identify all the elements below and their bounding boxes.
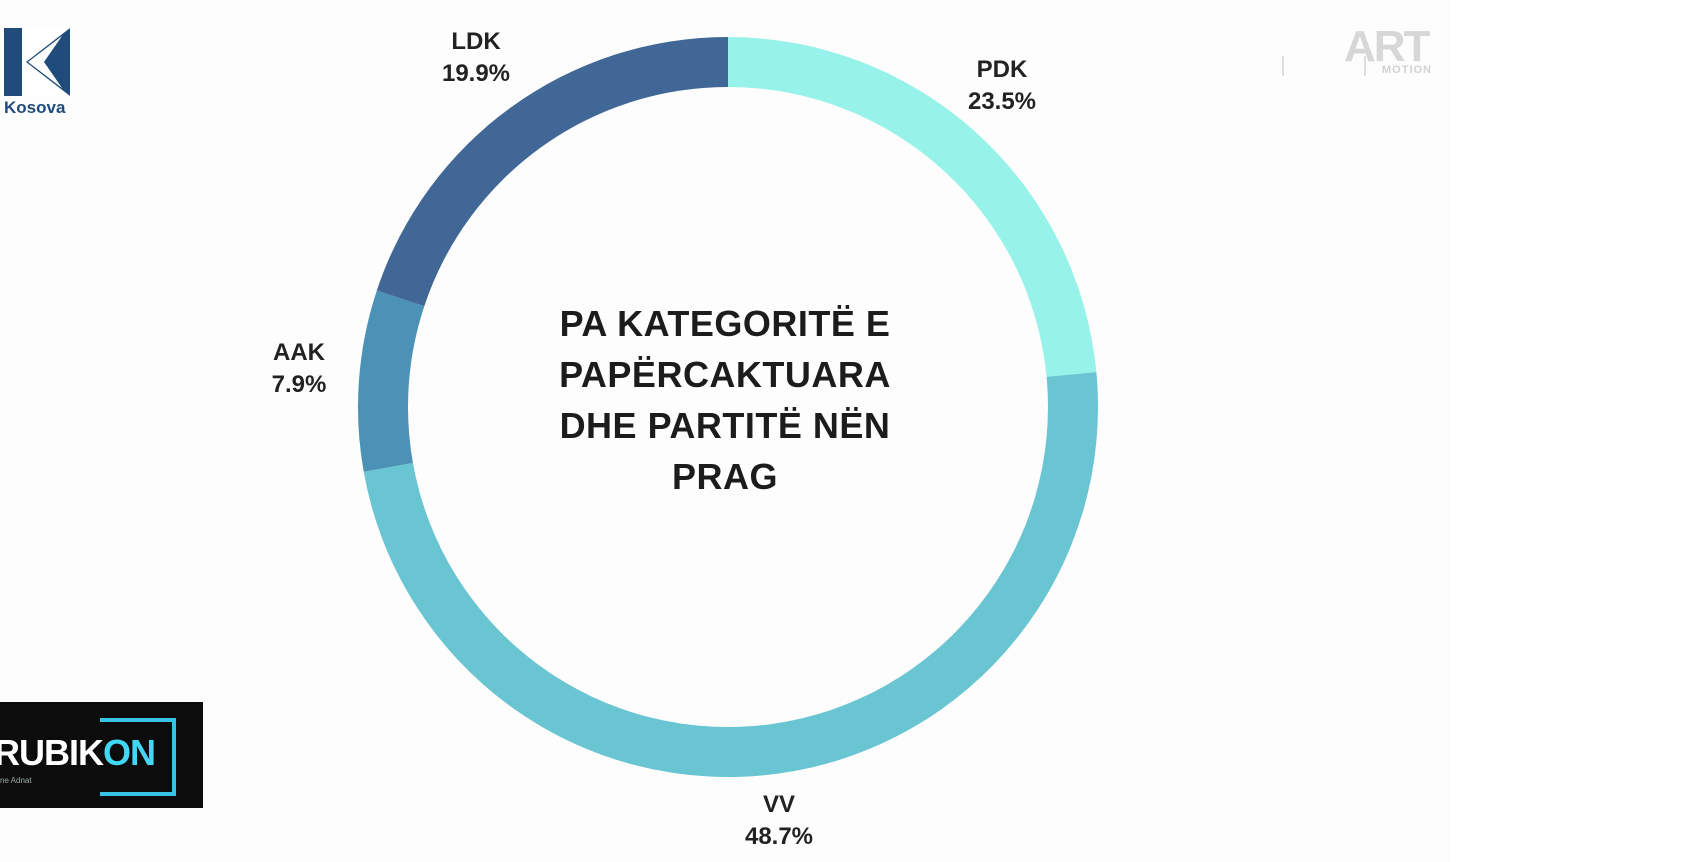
slice-label-vv: VV 48.7% [719, 790, 839, 854]
art-logo-bar [1282, 56, 1366, 76]
rubikon-wordmark: RUBIKON [0, 732, 156, 774]
slice-name: LDK [451, 28, 501, 55]
title-line: PRAG [671, 456, 778, 497]
donut-slice-pdk [728, 37, 1097, 377]
slice-name: VV [762, 791, 795, 818]
rubikon-subtext: ne Adnat [0, 776, 32, 785]
slice-percent: 23.5% [967, 88, 1037, 115]
title-line: DHE PARTITË NËN [559, 405, 891, 446]
art-logo-text: ART [1344, 22, 1430, 71]
kosova-k-icon [4, 28, 70, 96]
donut-slice-vv [363, 372, 1099, 778]
slice-label-pdk: PDK 23.5% [942, 55, 1062, 119]
kosova-logo-text: Kosova [4, 98, 66, 117]
donut-chart [358, 37, 1099, 778]
donut-slice-aak [358, 290, 425, 472]
chart-stage: PA KATEGORITË E PAPËRCAKTUARA DHE PARTIT… [239, 27, 1099, 854]
slice-name: AAK [273, 339, 325, 366]
slice-percent: 48.7% [744, 823, 814, 850]
art-logo-subtext: MOTION [1382, 64, 1432, 76]
art-motion-logo: ART MOTION [1282, 22, 1442, 86]
title-line: PA KATEGORITË E [559, 303, 891, 344]
slice-label-aak: AAK 7.9% [239, 338, 359, 402]
rubikon-word-a: RUBIK [0, 732, 104, 773]
slice-percent: 19.9% [441, 60, 511, 87]
kosova-logo: Kosova [4, 28, 74, 118]
slice-percent: 7.9% [271, 371, 327, 398]
chart-center-title: PA KATEGORITË E PAPËRCAKTUARA DHE PARTIT… [520, 298, 930, 502]
rubikon-logo: RUBIKON ne Adnat [0, 702, 203, 808]
slice-label-ldk: LDK 19.9% [416, 27, 536, 91]
rubikon-word-b: ON [103, 732, 156, 773]
title-line: PAPËRCAKTUARA [559, 354, 891, 395]
slice-name: PDK [976, 56, 1028, 83]
rubikon-frame [100, 718, 176, 796]
donut-slice-ldk [376, 37, 728, 307]
